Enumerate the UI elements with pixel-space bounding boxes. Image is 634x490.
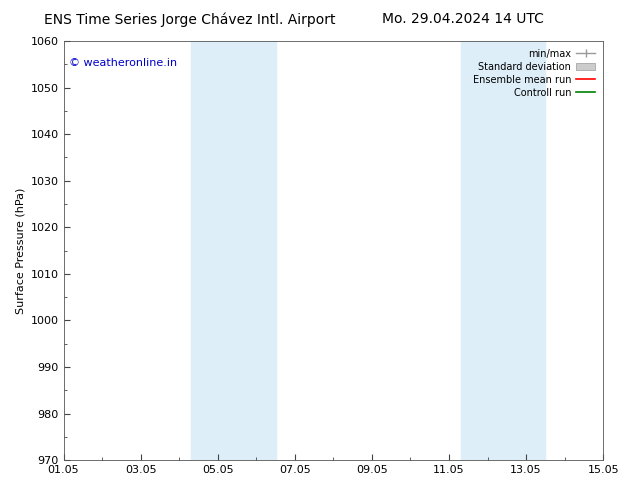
Legend: min/max, Standard deviation, Ensemble mean run, Controll run: min/max, Standard deviation, Ensemble me… <box>470 46 598 100</box>
Text: © weatheronline.in: © weatheronline.in <box>69 58 177 68</box>
Text: Mo. 29.04.2024 14 UTC: Mo. 29.04.2024 14 UTC <box>382 12 544 26</box>
Bar <box>460 41 545 460</box>
Y-axis label: Surface Pressure (hPa): Surface Pressure (hPa) <box>15 187 25 314</box>
Bar <box>191 41 276 460</box>
Text: ENS Time Series Jorge Chávez Intl. Airport: ENS Time Series Jorge Chávez Intl. Airpo… <box>44 12 336 27</box>
